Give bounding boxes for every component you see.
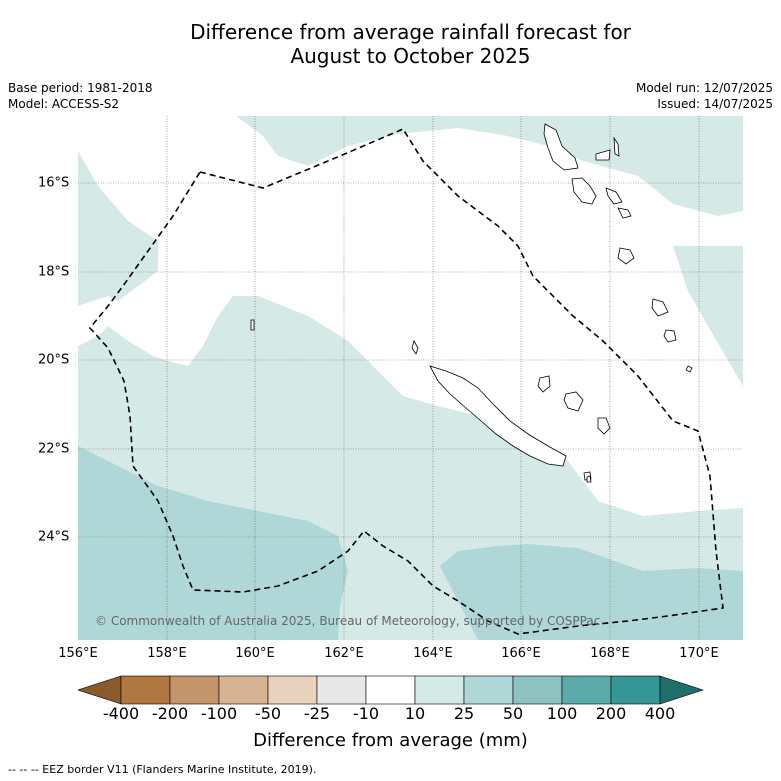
colorbar-label-neg25: -25 — [303, 704, 331, 723]
colorbar-cell — [512, 675, 563, 705]
eez-border — [88, 127, 724, 635]
lon-tick-156: 156°E — [58, 646, 98, 661]
colorbar-cell — [120, 675, 171, 705]
map-area — [78, 116, 743, 640]
colorbar-label-100: 100 — [546, 704, 578, 723]
colorbar-label-25: 25 — [453, 704, 475, 723]
lon-tick-162: 162°E — [324, 646, 364, 661]
vanuatu-santo — [543, 123, 579, 171]
lon-tick-158: 158°E — [147, 646, 187, 661]
colorbar-label-neg10: -10 — [352, 704, 380, 723]
colorbar-extend-low — [78, 675, 122, 705]
title-line-2: August to October 2025 — [290, 44, 531, 68]
light-teal-region-east — [673, 246, 743, 386]
colorbar-cell — [169, 675, 220, 705]
eez-footnote: -- -- -- EEZ border V11 (Flanders Marine… — [8, 763, 317, 776]
colorbar-extend-high — [659, 675, 704, 705]
issued-date: Issued: 14/07/2025 — [657, 97, 773, 111]
vanuatu-malakula — [571, 177, 597, 205]
title-line-1: Difference from average rainfall forecas… — [190, 20, 631, 44]
colorbar-cell — [365, 675, 416, 705]
map-title: Difference from average rainfall forecas… — [0, 20, 781, 68]
colorbar-label-200: 200 — [595, 704, 627, 723]
model-name: Model: ACCESS-S2 — [8, 97, 120, 111]
colorbar-title: Difference from average (mm) — [253, 730, 528, 751]
colorbar-label-neg100: -100 — [200, 704, 238, 723]
base-period: Base period: 1981-2018 — [8, 81, 153, 95]
meta-right: Model run: 12/07/2025 Issued: 14/07/2025 — [636, 80, 773, 112]
lon-tick-170: 170°E — [679, 646, 719, 661]
loyalty-islands-1 — [537, 375, 551, 393]
vanuatu-small-4 — [685, 365, 693, 373]
matthew-island — [586, 475, 592, 483]
colorbar-label-50: 50 — [502, 704, 524, 723]
islands — [250, 123, 693, 483]
colorbar-label-neg400: -400 — [102, 704, 140, 723]
loyalty-islands-2 — [563, 391, 584, 412]
lat-tick-16: 16°S — [38, 175, 70, 191]
colorbar-cell — [316, 675, 367, 705]
colorbar — [78, 675, 704, 705]
colorbar-cell — [561, 675, 612, 705]
meta-left: Base period: 1981-2018 Model: ACCESS-S2 — [8, 80, 153, 112]
lat-tick-22: 22°S — [38, 441, 70, 457]
lat-tick-18: 18°S — [38, 264, 70, 280]
colorbar-cell — [218, 675, 269, 705]
lat-tick-24: 24°S — [38, 529, 70, 545]
lon-tick-166: 166°E — [501, 646, 541, 661]
copyright-notice: © Commonwealth of Australia 2025, Bureau… — [95, 614, 601, 628]
light-teal-region-west — [78, 151, 158, 306]
chesterfield-islet — [250, 319, 255, 331]
vanuatu-erromango — [617, 247, 635, 265]
loyalty-islands-3 — [597, 417, 611, 435]
colorbar-cell — [267, 675, 318, 705]
lon-tick-168: 168°E — [590, 646, 630, 661]
medium-teal-region-southwest — [78, 446, 348, 640]
graticule — [78, 116, 743, 640]
vanuatu-small-1 — [595, 149, 611, 161]
colorbar-label-10: 10 — [404, 704, 426, 723]
vanuatu-small-2 — [613, 136, 620, 157]
new-caledonia-island — [429, 365, 567, 467]
colorbar-cell — [610, 675, 661, 705]
map-svg — [78, 116, 743, 640]
lon-tick-164: 164°E — [413, 646, 453, 661]
vanuatu-tanna — [651, 298, 669, 317]
model-run: Model run: 12/07/2025 — [635, 81, 773, 95]
colorbar-label-neg200: -200 — [151, 704, 189, 723]
lat-tick-20: 20°S — [38, 352, 70, 368]
colorbar-cell — [414, 675, 465, 705]
colorbar-label-400: 400 — [644, 704, 676, 723]
vanuatu-efate — [617, 207, 632, 219]
vanuatu-aneityum — [663, 329, 677, 343]
vanuatu-small-3 — [605, 187, 623, 205]
colorbar-cell — [463, 675, 514, 705]
belep-islands — [411, 339, 419, 355]
colorbar-label-neg50: -50 — [254, 704, 282, 723]
lon-tick-160: 160°E — [235, 646, 275, 661]
